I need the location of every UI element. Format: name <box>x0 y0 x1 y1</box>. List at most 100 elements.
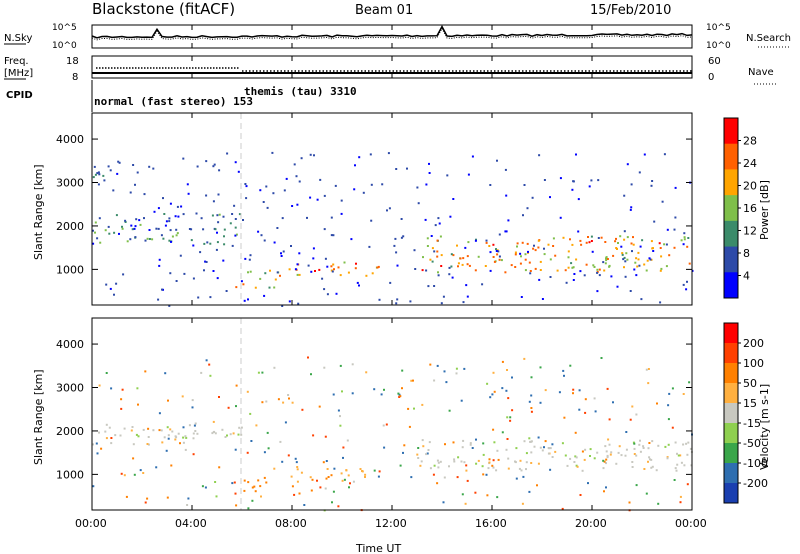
echo-cell <box>148 229 151 231</box>
echo-cell <box>436 239 439 242</box>
noise-cell <box>622 258 625 261</box>
echo-cell <box>311 478 314 481</box>
noise-cell <box>324 435 327 438</box>
echo-cell <box>139 223 142 226</box>
echo-cell <box>533 445 536 448</box>
echo-cell <box>428 441 431 444</box>
echo-cell <box>126 240 129 243</box>
noise-cell <box>603 460 606 463</box>
noise-cell <box>175 280 178 282</box>
echo-cell <box>121 225 123 228</box>
echo-cell <box>648 456 651 459</box>
noise-cell <box>575 153 577 156</box>
echo-cell <box>108 426 111 429</box>
noise-cell <box>629 208 632 211</box>
noise-cell <box>425 269 428 272</box>
noise-cell <box>433 285 436 287</box>
noise-cell <box>147 427 150 430</box>
echo-cell <box>484 265 487 267</box>
noise-cell <box>191 399 194 402</box>
noise-cell <box>452 198 455 200</box>
noise-cell <box>626 163 629 166</box>
noise-cell <box>134 183 136 186</box>
noise-cell <box>563 374 565 377</box>
echo-cell <box>589 455 591 457</box>
noise-cell <box>397 392 400 395</box>
noise-cell <box>528 490 531 493</box>
noise-cell <box>506 416 509 419</box>
colorbar-tick-label: 50 <box>743 377 757 390</box>
noise-cell <box>233 481 236 484</box>
echo-cell <box>160 234 163 237</box>
noise-cell <box>202 228 205 231</box>
echo-cell <box>530 462 533 464</box>
noise-cell <box>635 413 638 416</box>
noise-cell <box>216 214 219 217</box>
noise-cell <box>109 169 112 172</box>
echo-cell <box>529 440 532 443</box>
echo-cell <box>143 217 145 220</box>
echo-cell <box>253 485 256 488</box>
echo-cell <box>606 258 609 260</box>
noise-cell <box>301 408 304 411</box>
noise-cell <box>463 367 466 370</box>
echo-cell <box>602 467 605 470</box>
noise-cell <box>333 467 336 470</box>
echo-cell <box>194 422 197 425</box>
noise-cell <box>482 473 485 476</box>
echo-cell <box>575 258 578 261</box>
noise-cell <box>195 212 198 215</box>
noise-cell <box>446 174 449 177</box>
noise-cell <box>115 282 118 285</box>
echo-cell <box>475 462 478 465</box>
x-tick-label: 20:00 <box>575 517 607 530</box>
noise-cell <box>184 448 187 451</box>
echo-cell <box>448 465 450 468</box>
noise-cell <box>205 194 208 197</box>
echo-cell <box>343 261 346 264</box>
noise-cell <box>245 197 248 200</box>
colorbar-tick-label: 8 <box>743 247 750 260</box>
echo-cell <box>647 447 650 450</box>
noise-cell <box>496 496 499 499</box>
echo-cell <box>571 266 574 269</box>
noise-cell <box>378 470 381 473</box>
echo-cell <box>99 241 102 244</box>
noise-cell <box>312 434 315 437</box>
noise-cell <box>402 451 404 454</box>
echo-cell <box>138 219 141 222</box>
echo-cell <box>146 237 149 240</box>
echo-cell <box>167 434 170 437</box>
noise-cell <box>635 274 638 277</box>
echo-cell <box>436 250 439 253</box>
echo-cell <box>184 435 187 438</box>
echo-cell <box>131 426 134 428</box>
noise-cell <box>288 300 291 303</box>
echo-cell <box>604 241 607 243</box>
noise-cell <box>164 372 167 375</box>
noise-cell <box>543 179 546 181</box>
echo-cell <box>377 265 380 268</box>
noise-cell <box>401 387 403 390</box>
noise-cell <box>413 249 416 252</box>
echo-cell <box>524 269 527 272</box>
noise-cell <box>522 475 525 478</box>
noise-cell <box>437 217 440 220</box>
noise-cell <box>234 492 237 495</box>
noise-cell <box>409 300 412 303</box>
noise-cell <box>179 442 181 445</box>
echo-cell <box>604 445 607 448</box>
noise-cell <box>200 371 203 374</box>
echo-cell <box>223 243 226 246</box>
noise-cell <box>387 152 390 155</box>
noise-cell <box>246 390 249 393</box>
noise-cell <box>465 464 468 467</box>
echo-cell <box>461 446 464 449</box>
noise-cell <box>455 367 458 370</box>
noise-cell <box>497 458 500 461</box>
colorbar-segment <box>724 323 738 344</box>
x-tick-label: 00:00 <box>675 517 707 530</box>
echo-cell <box>521 241 524 244</box>
noise-cell <box>554 450 557 453</box>
noise-cell <box>687 441 690 444</box>
